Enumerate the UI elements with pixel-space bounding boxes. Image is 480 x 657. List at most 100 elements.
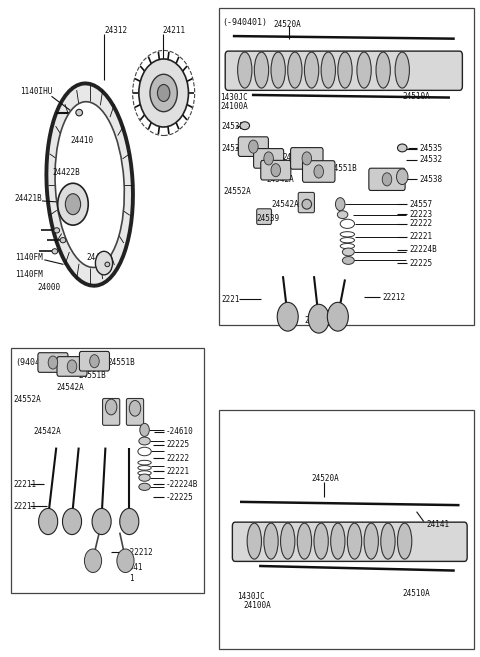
- Text: 24423: 24423: [86, 254, 109, 262]
- Ellipse shape: [397, 144, 407, 152]
- Text: 2441: 2441: [124, 563, 143, 572]
- Text: 1140IHU: 1140IHU: [21, 87, 53, 96]
- Text: 1430JC: 1430JC: [220, 93, 248, 102]
- Ellipse shape: [288, 52, 302, 88]
- Text: 24000: 24000: [37, 283, 60, 292]
- FancyBboxPatch shape: [298, 193, 314, 213]
- Ellipse shape: [321, 52, 336, 88]
- Circle shape: [58, 183, 88, 225]
- FancyBboxPatch shape: [257, 209, 272, 225]
- Bar: [11, 348, 204, 593]
- FancyBboxPatch shape: [79, 351, 109, 371]
- Text: 22211: 22211: [13, 502, 36, 511]
- Ellipse shape: [105, 262, 110, 267]
- Circle shape: [84, 549, 102, 572]
- Ellipse shape: [271, 52, 285, 88]
- Ellipse shape: [47, 83, 133, 286]
- Ellipse shape: [254, 52, 269, 88]
- Text: 24539: 24539: [257, 214, 280, 223]
- Text: 22225: 22225: [409, 259, 432, 267]
- Bar: [218, 8, 474, 325]
- Ellipse shape: [342, 248, 354, 256]
- Text: -22224B: -22224B: [166, 480, 198, 489]
- Ellipse shape: [60, 238, 66, 243]
- Text: 22225: 22225: [166, 440, 189, 449]
- FancyBboxPatch shape: [225, 51, 462, 91]
- Ellipse shape: [364, 523, 378, 559]
- Text: 22212: 22212: [382, 292, 405, 302]
- Circle shape: [150, 74, 177, 112]
- Circle shape: [302, 152, 312, 165]
- Ellipse shape: [304, 52, 319, 88]
- Text: 24510A: 24510A: [402, 92, 430, 101]
- Text: 22211: 22211: [13, 480, 36, 489]
- Text: -24610: -24610: [166, 427, 194, 436]
- Bar: [218, 410, 474, 649]
- Circle shape: [38, 509, 58, 535]
- Text: 24535: 24535: [222, 122, 245, 131]
- Circle shape: [92, 509, 111, 535]
- Text: 24312: 24312: [104, 26, 127, 35]
- Text: 24542A: 24542A: [34, 427, 61, 436]
- Circle shape: [382, 173, 392, 186]
- Circle shape: [117, 549, 134, 572]
- Ellipse shape: [76, 109, 83, 116]
- Circle shape: [327, 302, 348, 331]
- Ellipse shape: [376, 52, 390, 88]
- Circle shape: [67, 360, 77, 373]
- Ellipse shape: [247, 523, 262, 559]
- Text: 24100A: 24100A: [244, 600, 272, 610]
- Text: -22225: -22225: [166, 493, 194, 502]
- Text: (940401-): (940401-): [16, 358, 60, 367]
- Text: 24532: 24532: [419, 155, 442, 164]
- Text: 24211: 24211: [163, 26, 186, 35]
- Ellipse shape: [55, 102, 124, 267]
- Circle shape: [396, 169, 408, 185]
- Text: 24421B: 24421B: [15, 194, 43, 204]
- Text: 22221: 22221: [409, 233, 432, 241]
- Ellipse shape: [314, 523, 328, 559]
- Text: 24422B: 24422B: [53, 168, 81, 177]
- Text: 2221: 2221: [222, 294, 240, 304]
- FancyBboxPatch shape: [232, 522, 467, 561]
- Ellipse shape: [337, 211, 348, 219]
- FancyBboxPatch shape: [57, 357, 87, 376]
- Ellipse shape: [139, 437, 150, 445]
- FancyBboxPatch shape: [261, 160, 291, 180]
- Text: 22222: 22222: [409, 219, 432, 229]
- Text: 22222: 22222: [166, 453, 189, 463]
- Text: 24510A: 24510A: [402, 589, 430, 598]
- Ellipse shape: [139, 484, 150, 490]
- Text: 24532: 24532: [222, 144, 245, 153]
- Ellipse shape: [357, 52, 371, 88]
- FancyBboxPatch shape: [126, 399, 144, 425]
- Text: 1140FM: 1140FM: [15, 270, 43, 279]
- Text: -22212: -22212: [125, 548, 153, 556]
- Ellipse shape: [281, 523, 295, 559]
- Circle shape: [314, 165, 324, 178]
- Circle shape: [106, 399, 117, 415]
- Circle shape: [96, 251, 113, 275]
- Circle shape: [90, 355, 99, 368]
- Ellipse shape: [52, 249, 58, 254]
- Ellipse shape: [240, 122, 250, 129]
- Ellipse shape: [54, 228, 60, 233]
- Ellipse shape: [139, 474, 150, 482]
- Text: 24410: 24410: [71, 135, 94, 145]
- Circle shape: [271, 164, 281, 177]
- FancyBboxPatch shape: [302, 161, 335, 182]
- Ellipse shape: [297, 523, 312, 559]
- Ellipse shape: [264, 523, 278, 559]
- Text: 24552A: 24552A: [13, 395, 41, 403]
- Text: 24551B: 24551B: [330, 164, 358, 173]
- Text: 24141: 24141: [426, 520, 449, 530]
- Circle shape: [48, 356, 58, 369]
- Ellipse shape: [348, 523, 362, 559]
- Circle shape: [62, 509, 82, 535]
- Text: 1: 1: [129, 574, 133, 583]
- Text: 22224B: 22224B: [409, 246, 437, 254]
- Text: 22223: 22223: [409, 210, 432, 219]
- Text: 24520A: 24520A: [312, 474, 339, 484]
- Text: 24542A: 24542A: [271, 200, 299, 209]
- Circle shape: [140, 423, 149, 436]
